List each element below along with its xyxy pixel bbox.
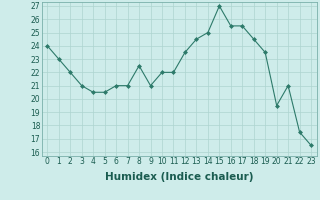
X-axis label: Humidex (Indice chaleur): Humidex (Indice chaleur) (105, 172, 253, 182)
